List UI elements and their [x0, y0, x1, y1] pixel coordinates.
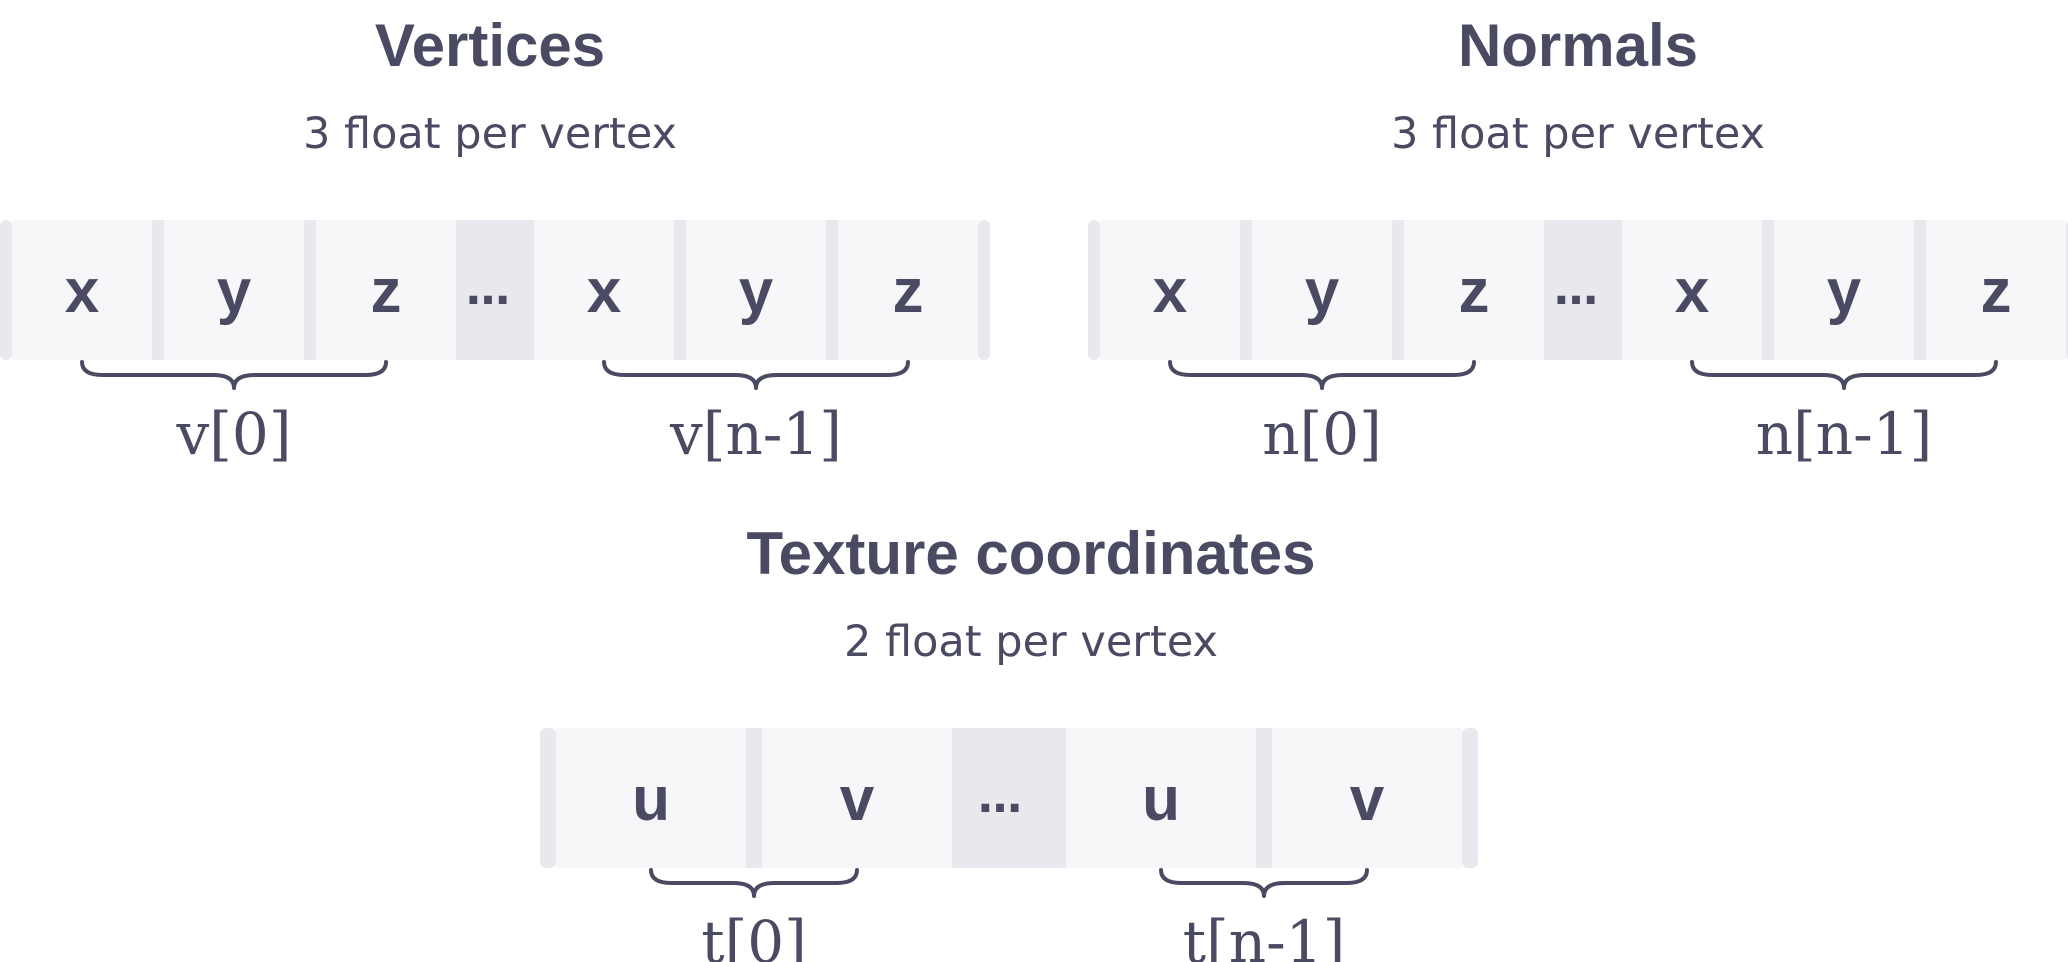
vertices-cell-last-1-label: y — [739, 257, 774, 326]
cell-separator — [1088, 220, 1100, 360]
texture-first-brace — [649, 868, 859, 898]
vertices-last-brace — [602, 360, 910, 390]
texture-first-label: t[0] — [701, 908, 806, 962]
cell-separator — [1240, 220, 1252, 360]
normals-last-label: n[n-1] — [1756, 400, 1932, 468]
vertices-cell-last-0-label: x — [587, 257, 622, 326]
texture-cell-first-1 — [762, 728, 952, 868]
texture-group: Texture coordinates 2 float per vertex u v …… — [540, 520, 1478, 962]
normals-cell-first-1-label: y — [1305, 257, 1340, 326]
texture-last-brace — [1159, 868, 1369, 898]
texture-ellipsis-cell — [952, 728, 1050, 868]
texture-last-label: t[n-1] — [1183, 908, 1345, 962]
cell-separator — [540, 728, 556, 868]
normals-cell-first-0-label: x — [1153, 257, 1188, 326]
normals-cell-last-2-label: z — [1981, 257, 2012, 326]
vertices-cell-last-2-label: z — [893, 257, 924, 326]
normals-last-brace — [1690, 360, 1998, 390]
vertices-title: Vertices — [375, 12, 605, 79]
cell-separator — [1050, 728, 1066, 868]
normals-cell-first-2 — [1404, 220, 1544, 360]
cell-separator — [1914, 220, 1926, 360]
normals-cell-first-0 — [1100, 220, 1240, 360]
vertices-cell-first-1 — [164, 220, 304, 360]
cell-separator — [826, 220, 838, 360]
normals-first-brace — [1168, 360, 1476, 390]
normals-cell-first-1 — [1252, 220, 1392, 360]
normals-cell-last-1 — [1774, 220, 1914, 360]
normals-buffer: x y z … x y z — [1088, 220, 2068, 360]
cell-separator — [304, 220, 316, 360]
normals-group: Normals 3 float per vertex x y z … x y z n[0] n[n-… — [1088, 12, 2068, 468]
vertices-buffer: x y z … x y z — [0, 220, 990, 360]
vertices-group: Vertices 3 float per vertex x y z … x y z v[0] v[n… — [0, 12, 990, 468]
vertices-cell-last-2 — [838, 220, 978, 360]
cell-separator — [978, 220, 990, 360]
vertices-cell-last-1 — [686, 220, 826, 360]
cell-separator — [746, 728, 762, 868]
texture-subtitle: 2 float per vertex — [844, 617, 1218, 667]
vertices-ellipsis: … — [466, 264, 512, 315]
normals-ellipsis-cell — [1544, 220, 1610, 360]
cell-separator — [674, 220, 686, 360]
texture-title: Texture coordinates — [746, 520, 1315, 587]
texture-cell-last-0-label: u — [1142, 765, 1180, 834]
texture-cell-last-1 — [1272, 728, 1462, 868]
cell-separator — [152, 220, 164, 360]
texture-buffer: u v … u v — [540, 728, 1478, 868]
vertices-cell-first-2 — [316, 220, 456, 360]
vertices-cell-first-0-label: x — [65, 257, 100, 326]
normals-cell-last-0-label: x — [1675, 257, 1710, 326]
vertices-cell-last-0 — [534, 220, 674, 360]
vertices-cell-first-0 — [12, 220, 152, 360]
normals-cell-last-0 — [1622, 220, 1762, 360]
vertices-first-brace — [80, 360, 388, 390]
cell-separator — [0, 220, 12, 360]
vertices-cell-first-2-label: z — [371, 257, 402, 326]
normals-ellipsis: … — [1554, 264, 1600, 315]
vertices-subtitle: 3 float per vertex — [303, 109, 677, 159]
normals-first-label: n[0] — [1262, 400, 1382, 468]
texture-cell-last-1-label: v — [1350, 765, 1385, 834]
texture-cell-first-0-label: u — [632, 765, 670, 834]
cell-separator — [1762, 220, 1774, 360]
vertices-ellipsis-cell — [456, 220, 522, 360]
cell-separator — [1256, 728, 1272, 868]
normals-title: Normals — [1458, 12, 1698, 79]
vertices-cell-first-1-label: y — [217, 257, 252, 326]
vertices-last-label: v[n-1] — [669, 400, 842, 468]
cell-separator — [1392, 220, 1404, 360]
normals-cell-last-2 — [1926, 220, 2066, 360]
cell-separator — [1462, 728, 1478, 868]
texture-cell-first-1-label: v — [840, 765, 875, 834]
texture-cell-last-0 — [1066, 728, 1256, 868]
cell-separator — [522, 220, 534, 360]
vertices-first-label: v[0] — [176, 400, 292, 468]
texture-cell-first-0 — [556, 728, 746, 868]
normals-cell-first-2-label: z — [1459, 257, 1490, 326]
cell-separator — [1610, 220, 1622, 360]
normals-subtitle: 3 float per vertex — [1391, 109, 1765, 159]
texture-ellipsis: … — [978, 772, 1024, 823]
normals-cell-last-1-label: y — [1827, 257, 1862, 326]
